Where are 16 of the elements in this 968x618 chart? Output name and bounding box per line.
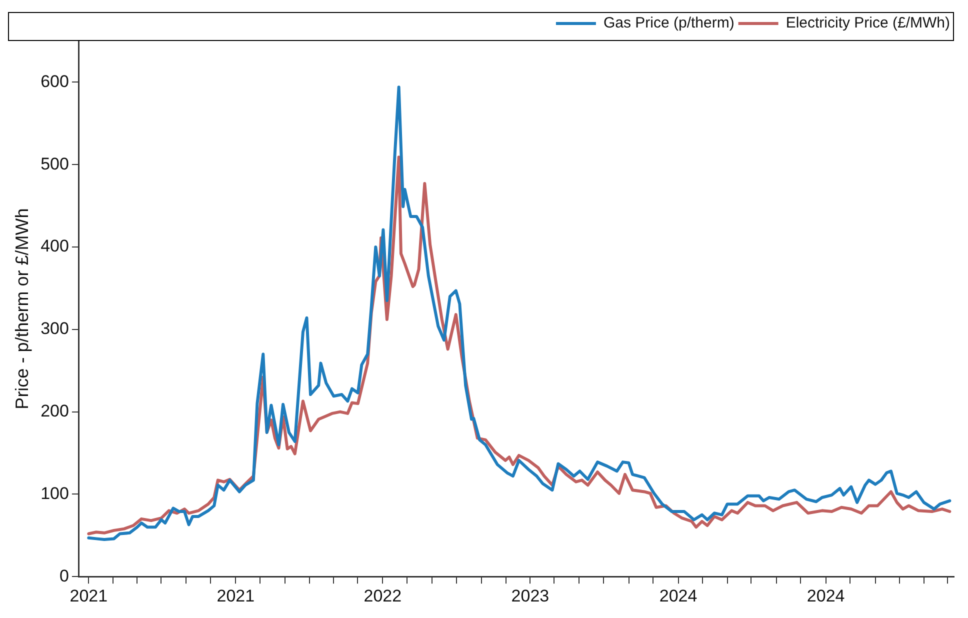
y-tick-label: 0 bbox=[59, 566, 69, 586]
y-tick-label: 200 bbox=[40, 401, 69, 420]
legend-label: Electricity Price (£/MWh) bbox=[786, 14, 950, 32]
y-tick-label: 100 bbox=[40, 484, 69, 503]
x-tick-label: 2021 bbox=[70, 586, 108, 606]
legend-label: Gas Price (p/therm) bbox=[603, 14, 734, 32]
x-tick-label: 2024 bbox=[659, 586, 698, 606]
x-tick-label: 2022 bbox=[364, 586, 402, 606]
y-tick-label: 400 bbox=[40, 236, 69, 256]
x-tick-label: 2024 bbox=[806, 586, 845, 606]
y-tick-label: 500 bbox=[40, 154, 69, 174]
y-axis-title: Price - p/therm or £/MWh bbox=[12, 208, 32, 410]
y-tick-label: 600 bbox=[40, 72, 69, 91]
x-tick-label: 2023 bbox=[511, 586, 550, 606]
x-tick-label: 2021 bbox=[216, 586, 255, 606]
y-tick-label: 300 bbox=[40, 319, 69, 338]
